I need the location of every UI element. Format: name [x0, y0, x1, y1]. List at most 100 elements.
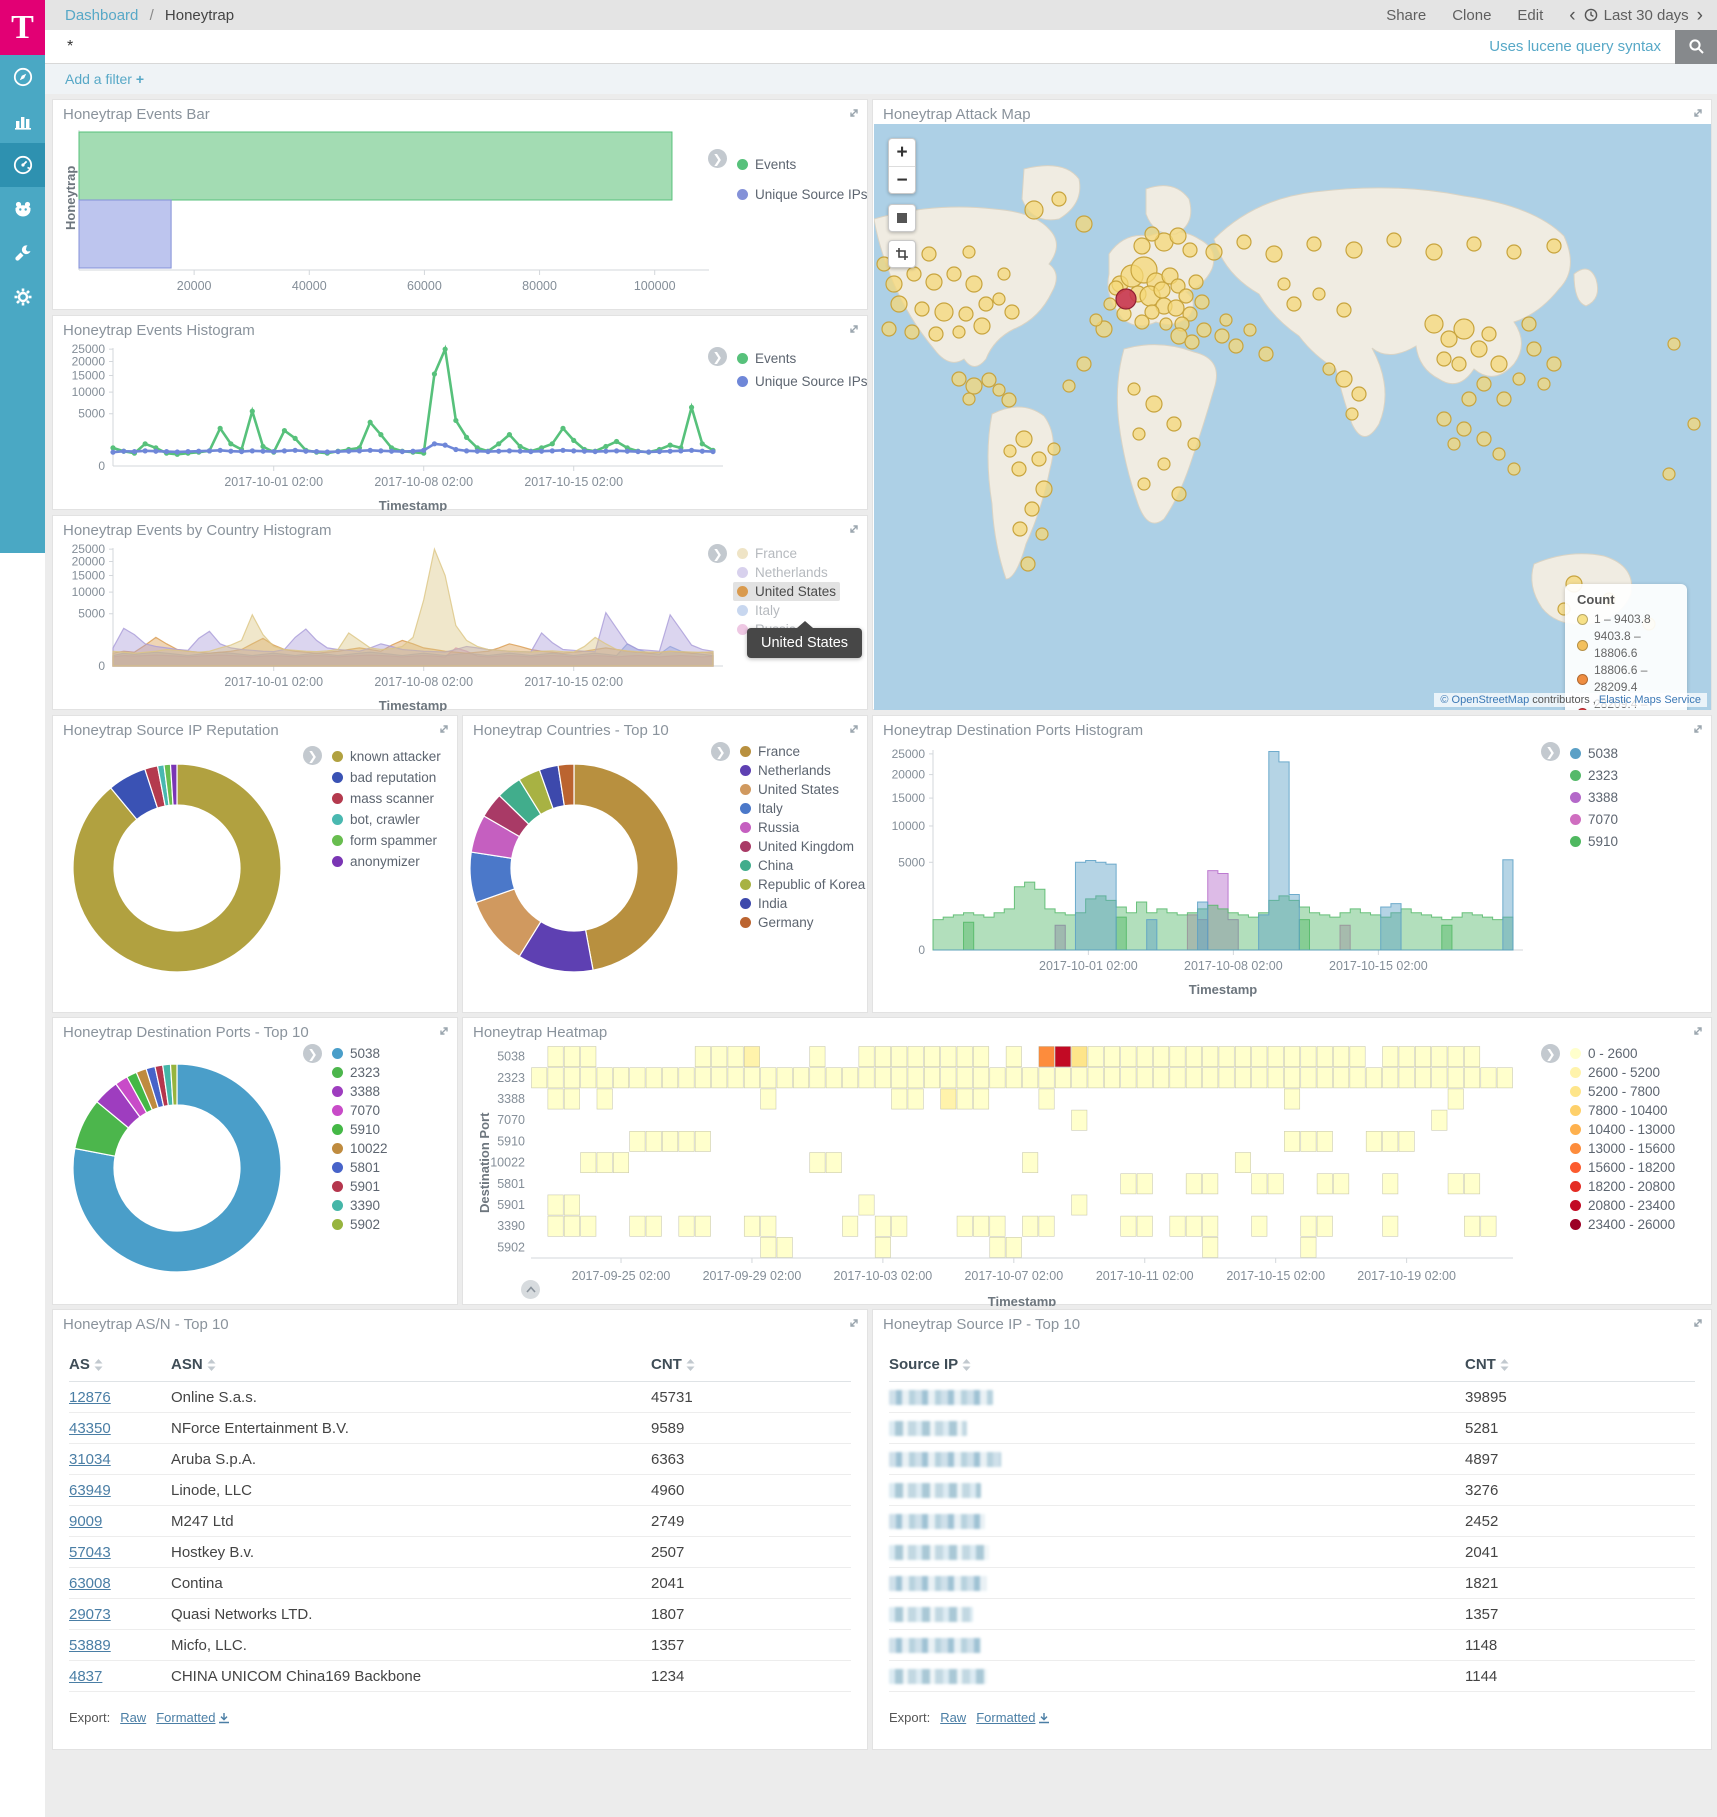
as-number-link[interactable]: 12876	[69, 1388, 111, 1406]
expand-panel-icon[interactable]	[1691, 1024, 1705, 1038]
as-number-link[interactable]: 63008	[69, 1574, 111, 1592]
legend-item[interactable]: 3390	[328, 1196, 392, 1215]
legend-item[interactable]: France	[736, 742, 869, 761]
legend-toggle-chevron-icon[interactable]: ❯	[303, 746, 322, 765]
legend-item[interactable]: 5038	[328, 1044, 392, 1063]
export-raw-link[interactable]: Raw	[940, 1710, 967, 1725]
legend-item[interactable]: 5200 - 7800	[1566, 1082, 1679, 1101]
legend-item[interactable]: 20800 - 23400	[1566, 1196, 1679, 1215]
expand-panel-icon[interactable]	[1691, 722, 1705, 736]
clone-button[interactable]: Clone	[1452, 6, 1492, 24]
legend-toggle-chevron-icon[interactable]: ❯	[303, 1044, 322, 1063]
sidebar-item-monitor-face[interactable]	[0, 187, 45, 231]
as-number-link[interactable]: 4837	[69, 1667, 103, 1685]
expand-panel-icon[interactable]	[847, 106, 861, 120]
expand-panel-icon[interactable]	[437, 1024, 451, 1038]
sort-icon[interactable]	[686, 1358, 695, 1371]
legend-item[interactable]: 23400 - 26000	[1566, 1215, 1679, 1234]
fit-bounds-button[interactable]	[888, 204, 916, 232]
expand-panel-icon[interactable]	[1691, 106, 1705, 120]
legend-item[interactable]: 0 - 2600	[1566, 1044, 1679, 1063]
column-header-cnt[interactable]: CNT	[1465, 1356, 1509, 1373]
as-number-link[interactable]: 57043	[69, 1543, 111, 1561]
sidebar-item-compass[interactable]	[0, 55, 45, 99]
legend-item[interactable]: 7800 - 10400	[1566, 1101, 1679, 1120]
collapse-chevron-icon[interactable]	[521, 1280, 540, 1299]
search-button[interactable]	[1675, 29, 1717, 64]
legend-item[interactable]: form spammer	[328, 830, 445, 851]
column-header-cnt[interactable]: CNT	[651, 1356, 695, 1373]
export-formatted-link[interactable]: Formatted	[976, 1710, 1050, 1725]
expand-panel-icon[interactable]	[847, 522, 861, 536]
edit-button[interactable]: Edit	[1517, 6, 1544, 24]
legend-item[interactable]: 5038	[1566, 742, 1622, 764]
column-header-source-ip[interactable]: Source IP	[889, 1356, 1465, 1373]
zoom-in-button[interactable]: +	[889, 139, 915, 167]
as-number-link[interactable]: 53889	[69, 1636, 111, 1654]
sort-icon[interactable]	[94, 1358, 103, 1371]
expand-panel-icon[interactable]	[847, 322, 861, 336]
legend-item[interactable]: China	[736, 856, 869, 875]
brand-logo[interactable]: T	[0, 0, 45, 55]
legend-item[interactable]: Russia	[736, 818, 869, 837]
legend-item[interactable]: known attacker	[328, 746, 445, 767]
time-back-chevron-icon[interactable]: ‹	[1569, 4, 1576, 26]
sidebar-item-dashboard[interactable]	[0, 143, 45, 187]
openstreetmap-link[interactable]: © OpenStreetMap	[1440, 694, 1530, 706]
sidebar-item-bar-chart[interactable]	[0, 99, 45, 143]
as-number-link[interactable]: 9009	[69, 1512, 103, 1530]
add-filter-button[interactable]: Add a filter +	[65, 71, 145, 87]
legend-item[interactable]: 5910	[1566, 830, 1622, 852]
legend-item[interactable]: 3388	[328, 1082, 392, 1101]
legend-item[interactable]: Italy	[736, 799, 869, 818]
donut-slice[interactable]	[573, 763, 679, 971]
as-number-link[interactable]: 43350	[69, 1419, 111, 1437]
time-forward-chevron-icon[interactable]: ›	[1696, 4, 1703, 26]
search-input[interactable]	[45, 30, 1490, 63]
legend-item[interactable]: 5801	[328, 1158, 392, 1177]
legend-item[interactable]: Unique Source IPs	[733, 370, 872, 393]
export-formatted-link[interactable]: Formatted	[156, 1710, 230, 1725]
sidebar-item-gear[interactable]	[0, 275, 45, 319]
sort-icon[interactable]	[207, 1358, 216, 1371]
as-number-link[interactable]: 31034	[69, 1450, 111, 1468]
sidebar-item-wrench[interactable]	[0, 231, 45, 275]
as-number-link[interactable]: 29073	[69, 1605, 111, 1623]
legend-item[interactable]: 10400 - 13000	[1566, 1120, 1679, 1139]
expand-panel-icon[interactable]	[437, 722, 451, 736]
legend-item[interactable]: France	[733, 544, 840, 563]
legend-item[interactable]: Netherlands	[733, 563, 840, 582]
expand-panel-icon[interactable]	[847, 1316, 861, 1330]
world-map[interactable]: + − Count 1 – 9403.8 9403.8 – 18806.6 18806.6…	[874, 124, 1711, 710]
legend-item[interactable]: 2323	[1566, 764, 1622, 786]
donut-slice[interactable]	[169, 1063, 178, 1106]
draw-rectangle-button[interactable]	[888, 240, 916, 268]
legend-toggle-chevron-icon[interactable]: ❯	[708, 544, 727, 563]
legend-toggle-chevron-icon[interactable]: ❯	[1541, 742, 1560, 761]
sort-icon[interactable]	[962, 1358, 971, 1371]
elastic-maps-link[interactable]: Elastic Maps Service	[1598, 694, 1701, 706]
legend-item[interactable]: Italy	[733, 601, 840, 620]
share-button[interactable]: Share	[1386, 6, 1427, 24]
donut-slice[interactable]	[169, 763, 178, 806]
as-number-link[interactable]: 63949	[69, 1481, 111, 1499]
zoom-out-button[interactable]: −	[896, 170, 908, 191]
legend-item[interactable]: 5902	[328, 1215, 392, 1234]
legend-item[interactable]: 2323	[328, 1063, 392, 1082]
sort-icon[interactable]	[1500, 1358, 1509, 1371]
legend-item[interactable]: Republic of Korea	[736, 875, 869, 894]
legend-item[interactable]: bot, crawler	[328, 809, 445, 830]
legend-item[interactable]: Netherlands	[736, 761, 869, 780]
legend-item[interactable]: Unique Source IPs	[733, 179, 872, 209]
legend-item[interactable]: 7070	[1566, 808, 1622, 830]
legend-toggle-chevron-icon[interactable]: ❯	[708, 347, 727, 366]
breadcrumb-dashboard-link[interactable]: Dashboard	[65, 6, 139, 24]
column-header-asn[interactable]: ASN	[171, 1356, 651, 1373]
legend-item[interactable]: United Kingdom	[736, 837, 869, 856]
legend-item[interactable]: 18200 - 20800	[1566, 1177, 1679, 1196]
legend-toggle-chevron-icon[interactable]: ❯	[711, 742, 730, 761]
expand-panel-icon[interactable]	[847, 722, 861, 736]
legend-item[interactable]: 3388	[1566, 786, 1622, 808]
legend-item[interactable]: 7070	[328, 1101, 392, 1120]
legend-item[interactable]: bad reputation	[328, 767, 445, 788]
